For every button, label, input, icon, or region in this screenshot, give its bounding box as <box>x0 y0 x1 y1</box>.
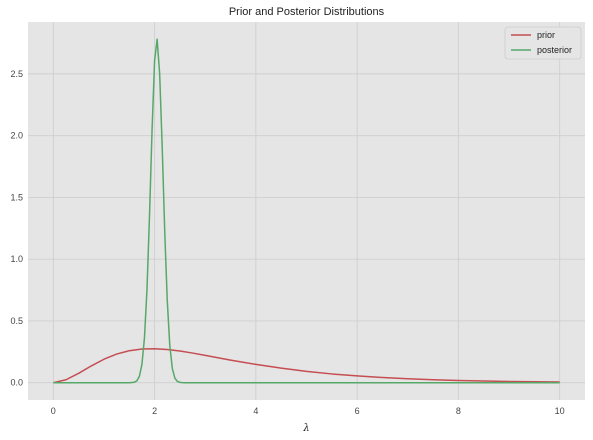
x-axis-label: λ <box>302 423 309 434</box>
legend-label-posterior: posterior <box>537 45 572 55</box>
series-line-posterior <box>53 38 560 384</box>
x-tick-label: 4 <box>253 406 258 416</box>
y-tick-label: 1.0 <box>10 254 23 264</box>
series-layer <box>53 38 560 384</box>
y-tick-label: 2.0 <box>10 131 23 141</box>
x-tick-label: 8 <box>456 406 461 416</box>
legend: prior posterior <box>504 26 582 60</box>
x-tick-label: 10 <box>555 406 565 416</box>
x-tick-label: 0 <box>51 406 56 416</box>
y-tick-label: 0.5 <box>10 316 23 326</box>
x-tick-label: 2 <box>152 406 157 416</box>
legend-label-prior: prior <box>537 30 555 40</box>
x-tick-label: 6 <box>355 406 360 416</box>
y-tick-label: 1.5 <box>10 192 23 202</box>
y-tick-label: 0.0 <box>10 378 23 388</box>
series-line-prior <box>53 347 560 384</box>
tick-labels: 0 2 4 6 8 10 0.0 0.5 1.0 1.5 2.0 2.5 <box>10 69 564 416</box>
y-tick-label: 2.5 <box>10 69 23 79</box>
plot-background <box>28 22 585 400</box>
chart-title: Prior and Posterior Distributions <box>229 6 385 18</box>
